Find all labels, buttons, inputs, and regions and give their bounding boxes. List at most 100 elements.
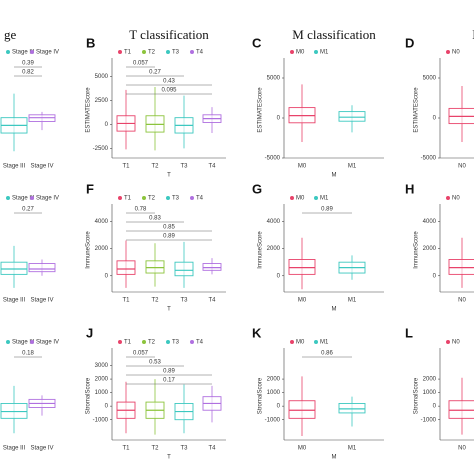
x-axis-label: M — [332, 307, 337, 313]
legend-label: Stage IV — [36, 196, 59, 202]
p-value: 0.53 — [149, 360, 161, 366]
p-value: 0.095 — [161, 88, 177, 94]
column-title: T classification — [129, 27, 209, 42]
legend-marker — [446, 50, 450, 54]
x-tick-label: Stage IV — [30, 446, 53, 452]
y-axis-label: ImmuneScore — [86, 231, 92, 269]
y-axis-label: ESTIMATEScore — [86, 87, 92, 133]
legend-label: T1 — [124, 196, 132, 202]
x-tick-label: Stage IV — [30, 298, 53, 304]
legend-marker — [6, 196, 10, 200]
p-value: 0.89 — [163, 234, 175, 240]
legend-label: T3 — [172, 196, 180, 202]
legend-label: M1 — [320, 50, 329, 56]
legend-label: N0 — [452, 196, 460, 202]
y-tick-label: 2000 — [267, 377, 281, 383]
legend-marker — [142, 340, 146, 344]
legend-label: T4 — [196, 196, 204, 202]
x-tick-label: M1 — [348, 164, 357, 170]
p-value: 0.89 — [321, 207, 333, 213]
y-axis-label: ImmuneScore — [258, 231, 264, 269]
legend-marker — [314, 50, 318, 54]
y-axis-label: StromalScore — [86, 377, 92, 414]
legend-marker — [142, 196, 146, 200]
y-tick-label: 5000 — [95, 74, 109, 80]
legend-label: T3 — [172, 340, 180, 346]
legend-marker — [118, 50, 122, 54]
panel-letter: C — [252, 35, 262, 50]
legend-marker — [314, 196, 318, 200]
x-tick-label: T1 — [122, 298, 130, 304]
legend-marker — [290, 196, 294, 200]
x-tick-label: T2 — [151, 164, 159, 170]
legend-label: Stage III — [12, 50, 35, 56]
y-tick-label: 1000 — [423, 390, 437, 396]
box — [0, 402, 28, 419]
panel-letter: F — [86, 181, 94, 196]
p-value: 0.057 — [133, 61, 149, 67]
y-axis-label: ImmuneScore — [414, 231, 420, 269]
legend-label: T2 — [148, 50, 156, 56]
p-value: 0.78 — [135, 207, 147, 213]
x-axis-label: M — [332, 173, 337, 179]
legend-marker — [190, 340, 194, 344]
column-title: ge — [4, 27, 17, 42]
legend-marker — [166, 340, 170, 344]
x-axis-label: T — [167, 455, 171, 461]
y-tick-label: 0 — [105, 273, 109, 279]
p-value: 0.17 — [163, 378, 175, 384]
legend-marker — [446, 196, 450, 200]
x-tick-label: T1 — [122, 446, 130, 452]
legend-label: M1 — [320, 340, 329, 346]
y-tick-label: 0 — [433, 116, 437, 122]
p-value: 0.43 — [163, 79, 175, 85]
y-axis-label: StromalScore — [258, 377, 264, 414]
y-tick-label: 4000 — [423, 219, 437, 225]
y-tick-label: 3000 — [95, 363, 109, 369]
p-value: 0.85 — [163, 225, 175, 231]
x-tick-label: Stage III — [3, 298, 26, 304]
x-tick-label: M1 — [348, 446, 357, 452]
legend-label: Stage III — [12, 340, 35, 346]
y-tick-label: -1000 — [93, 417, 109, 423]
legend-marker — [446, 340, 450, 344]
panel-letter: D — [405, 35, 414, 50]
p-value: 0.18 — [22, 351, 34, 357]
legend-label: T1 — [124, 50, 132, 56]
y-tick-label: 0 — [277, 273, 281, 279]
legend-marker — [166, 50, 170, 54]
column-title: N — [472, 27, 474, 42]
p-value: 0.39 — [22, 61, 34, 67]
y-tick-label: 4000 — [267, 219, 281, 225]
legend-label: M0 — [296, 196, 305, 202]
legend-marker — [290, 340, 294, 344]
box — [28, 263, 56, 273]
legend-marker — [30, 50, 34, 54]
y-tick-label: 2000 — [95, 246, 109, 252]
y-tick-label: 0 — [277, 404, 281, 410]
x-tick-label: T2 — [151, 298, 159, 304]
p-value: 0.86 — [321, 351, 333, 357]
x-tick-label: T4 — [208, 446, 216, 452]
x-tick-label: N0 — [458, 446, 466, 452]
x-tick-label: N0 — [458, 164, 466, 170]
legend-label: N0 — [452, 50, 460, 56]
legend-marker — [6, 340, 10, 344]
x-tick-label: M0 — [298, 164, 307, 170]
panel-letter: K — [252, 325, 262, 340]
y-tick-label: 0 — [105, 404, 109, 410]
panel-letter: J — [86, 325, 93, 340]
legend-label: T2 — [148, 340, 156, 346]
box — [288, 400, 316, 419]
y-axis-label: ESTIMATEScore — [414, 87, 420, 133]
panel-letter: B — [86, 35, 95, 50]
box — [116, 260, 136, 275]
x-axis-label: T — [167, 307, 171, 313]
box — [338, 402, 366, 414]
y-tick-label: 2000 — [423, 246, 437, 252]
x-axis-label: T — [167, 173, 171, 179]
legend-label: T3 — [172, 50, 180, 56]
legend-label: T4 — [196, 340, 204, 346]
